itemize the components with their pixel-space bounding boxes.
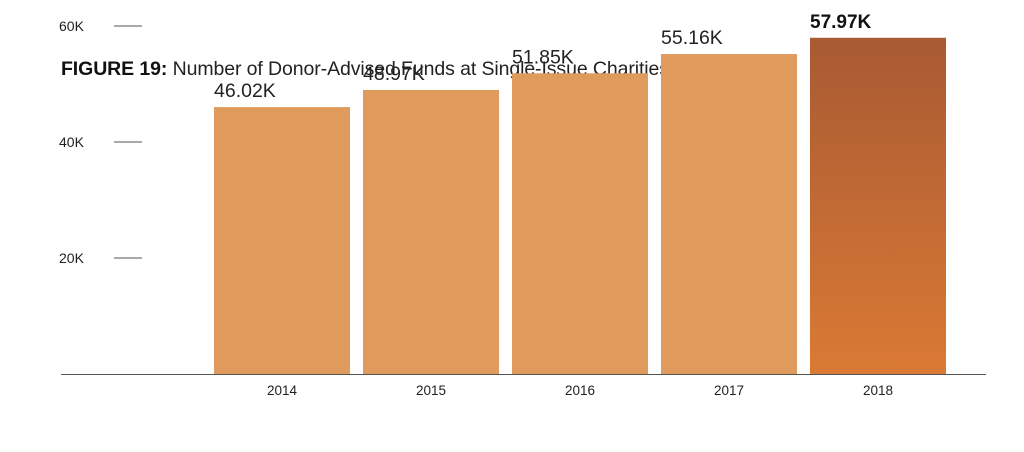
y-axis: 20K 40K 60K	[59, 18, 142, 266]
x-tick-label: 2016	[565, 383, 595, 398]
bar-2014	[214, 107, 350, 375]
x-tick-label: 2015	[416, 383, 446, 398]
bar-value-label: 48.97K	[363, 63, 425, 85]
y-tick-label: 20K	[59, 250, 85, 266]
y-tick-label: 40K	[59, 134, 85, 150]
bar-value-label: 57.97K	[810, 12, 872, 33]
figure-label: FIGURE 19:	[61, 58, 168, 80]
bar-2015	[363, 89, 499, 374]
bar-2018	[810, 37, 946, 375]
bar-value-label: 46.02K	[214, 80, 276, 102]
bars: 46.02K 48.97K 51.85K 55.16K 57.97K	[214, 12, 946, 375]
y-tick-label: 60K	[59, 18, 85, 34]
x-tick-label: 2018	[863, 383, 893, 398]
bar-value-label: 55.16K	[661, 27, 723, 49]
x-tick-label: 2017	[714, 383, 744, 398]
x-tick-label: 2014	[267, 383, 298, 398]
bar-value-label: 51.85K	[512, 46, 574, 68]
bar-2017	[661, 54, 797, 375]
x-axis: 2014 2015 2016 2017 2018	[267, 383, 893, 398]
bar-2016	[512, 73, 648, 375]
